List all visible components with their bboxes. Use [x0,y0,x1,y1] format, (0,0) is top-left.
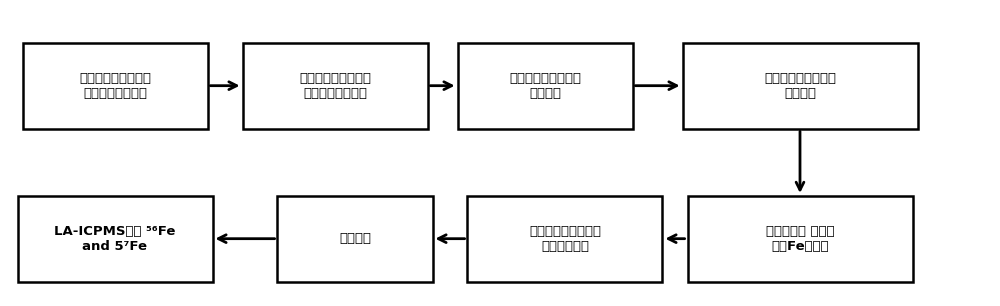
Text: LA-ICPMS测量 ⁵⁶Fe
and 5⁷Fe: LA-ICPMS测量 ⁵⁶Fe and 5⁷Fe [54,225,176,253]
Bar [458,43,633,129]
Bar [18,196,212,282]
Bar [243,43,428,129]
Text: 在组织切片周围进行
边界构建: 在组织切片周围进行 边界构建 [764,72,836,100]
Bar [467,196,662,282]
Text: 组织悬浊液展开、干
燥成薄层: 组织悬浊液展开、干 燥成薄层 [509,72,581,100]
Text: 将牛肝粉分散到凝胶
中，置蒸、均匀化: 将牛肝粉分散到凝胶 中，置蒸、均匀化 [79,72,151,100]
Bar [23,43,208,129]
Text: 将均匀的牛肝粉悬浊
液清加在锻玻片上: 将均匀的牛肝粉悬浊 液清加在锻玻片上 [299,72,371,100]
Text: 牛肝组织与稀释剂进
行同位素交换: 牛肝组织与稀释剂进 行同位素交换 [529,225,601,253]
Text: 向牛肝切片 上定量
清加Fe稀释剂: 向牛肝切片 上定量 清加Fe稀释剂 [766,225,834,253]
Bar [683,43,918,129]
Bar [277,196,432,282]
Bar [688,196,912,282]
Text: 干燥样品: 干燥样品 [339,232,371,245]
